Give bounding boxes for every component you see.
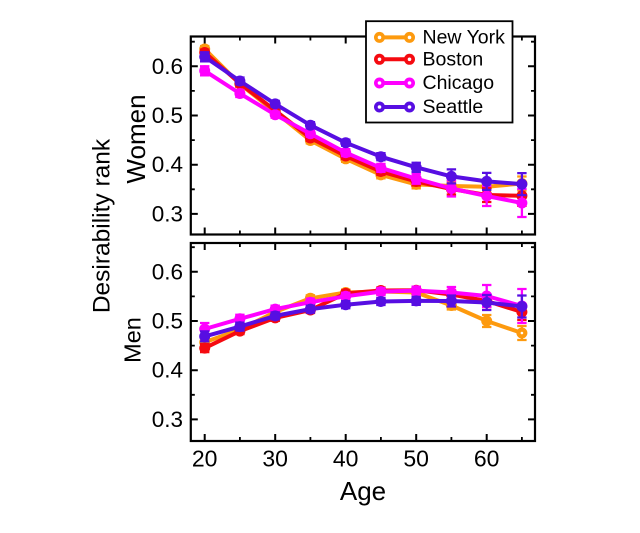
svg-text:60: 60	[474, 446, 500, 472]
svg-text:20: 20	[192, 446, 218, 472]
svg-text:Age: Age	[340, 476, 386, 506]
svg-text:Seattle: Seattle	[423, 96, 484, 118]
svg-text:0.5: 0.5	[152, 309, 183, 334]
svg-text:0.6: 0.6	[152, 54, 183, 79]
svg-text:New York: New York	[423, 26, 506, 48]
svg-text:0.3: 0.3	[152, 407, 183, 432]
svg-text:0.3: 0.3	[152, 201, 183, 226]
svg-text:Women: Women	[121, 94, 151, 183]
svg-text:Desirability rank: Desirability rank	[89, 138, 116, 313]
svg-text:0.5: 0.5	[152, 103, 183, 128]
svg-text:0.4: 0.4	[152, 152, 183, 177]
svg-text:30: 30	[262, 446, 288, 472]
svg-text:Boston: Boston	[423, 48, 484, 70]
svg-text:0.4: 0.4	[152, 358, 183, 383]
svg-text:0.6: 0.6	[152, 259, 183, 284]
svg-text:40: 40	[333, 446, 359, 472]
svg-text:Chicago: Chicago	[423, 72, 495, 94]
svg-text:50: 50	[403, 446, 429, 472]
svg-text:Men: Men	[120, 317, 146, 363]
